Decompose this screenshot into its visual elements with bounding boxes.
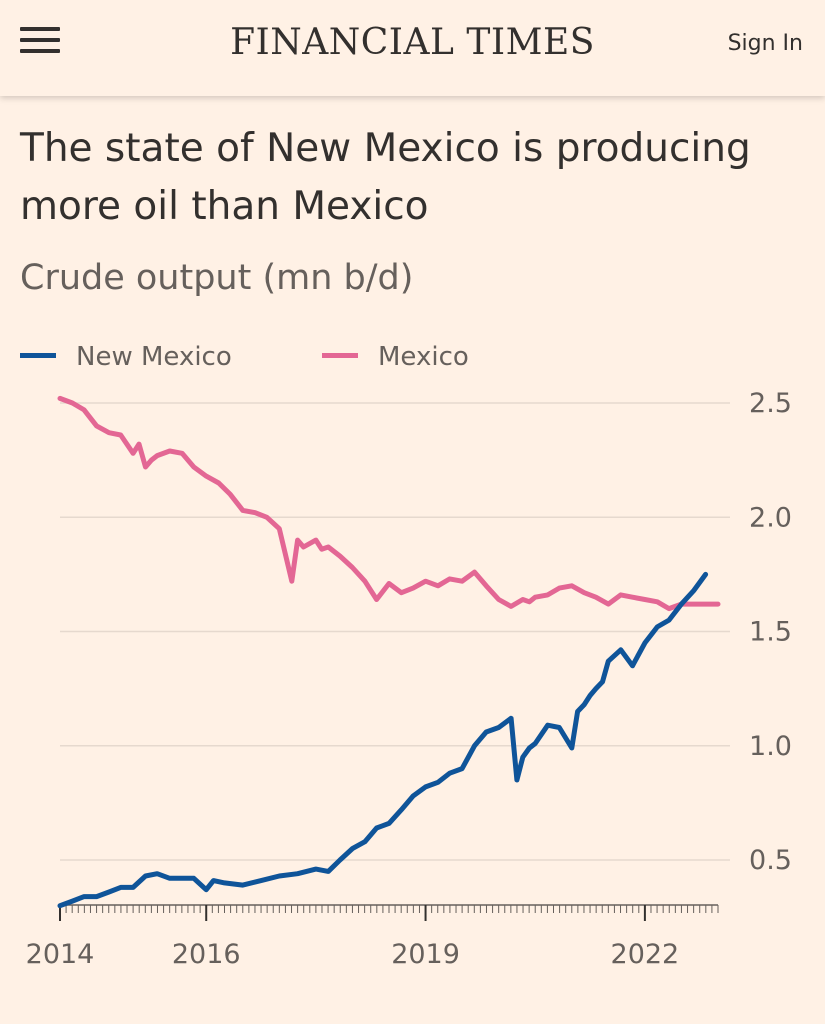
chart-subtitle: Crude output (mn b/d): [20, 258, 414, 298]
legend-swatch-new-mexico: [20, 353, 56, 358]
chart-title: The state of New Mexico is producing mor…: [20, 126, 751, 229]
x-tick-label: 2022: [611, 939, 680, 970]
legend-label-new-mexico: New Mexico: [76, 342, 232, 372]
legend-item-new-mexico: New Mexico: [20, 342, 232, 372]
series-line-mexico: [57, 395, 721, 612]
x-tick-label: 2014: [26, 939, 95, 970]
y-tick-label: 2.5: [749, 388, 792, 419]
x-tick-label: 2019: [391, 939, 460, 970]
menu-bar: [20, 27, 60, 31]
x-tick-label: 2016: [172, 939, 241, 970]
y-tick-label: 1.5: [749, 617, 792, 648]
masthead-logo[interactable]: FINANCIAL TIMES: [230, 22, 595, 63]
y-tick-label: 2.0: [749, 502, 792, 533]
site-header: FINANCIAL TIMES Sign In: [0, 0, 825, 96]
sign-in-link[interactable]: Sign In: [727, 31, 803, 56]
y-tick-label: 1.0: [749, 731, 792, 762]
y-tick-label: 0.5: [749, 845, 792, 876]
legend-label-mexico: Mexico: [378, 342, 469, 372]
legend-item-mexico: Mexico: [322, 342, 469, 372]
menu-bar: [20, 38, 60, 42]
series-line-new-mexico: [57, 571, 709, 909]
hamburger-menu-icon[interactable]: [20, 27, 60, 59]
line-chart: 0.5 1.0 1.5 2.0 2.5 2014 2016 2019 2022: [26, 388, 792, 970]
legend-swatch-mexico: [322, 353, 358, 358]
menu-bar: [20, 49, 60, 53]
